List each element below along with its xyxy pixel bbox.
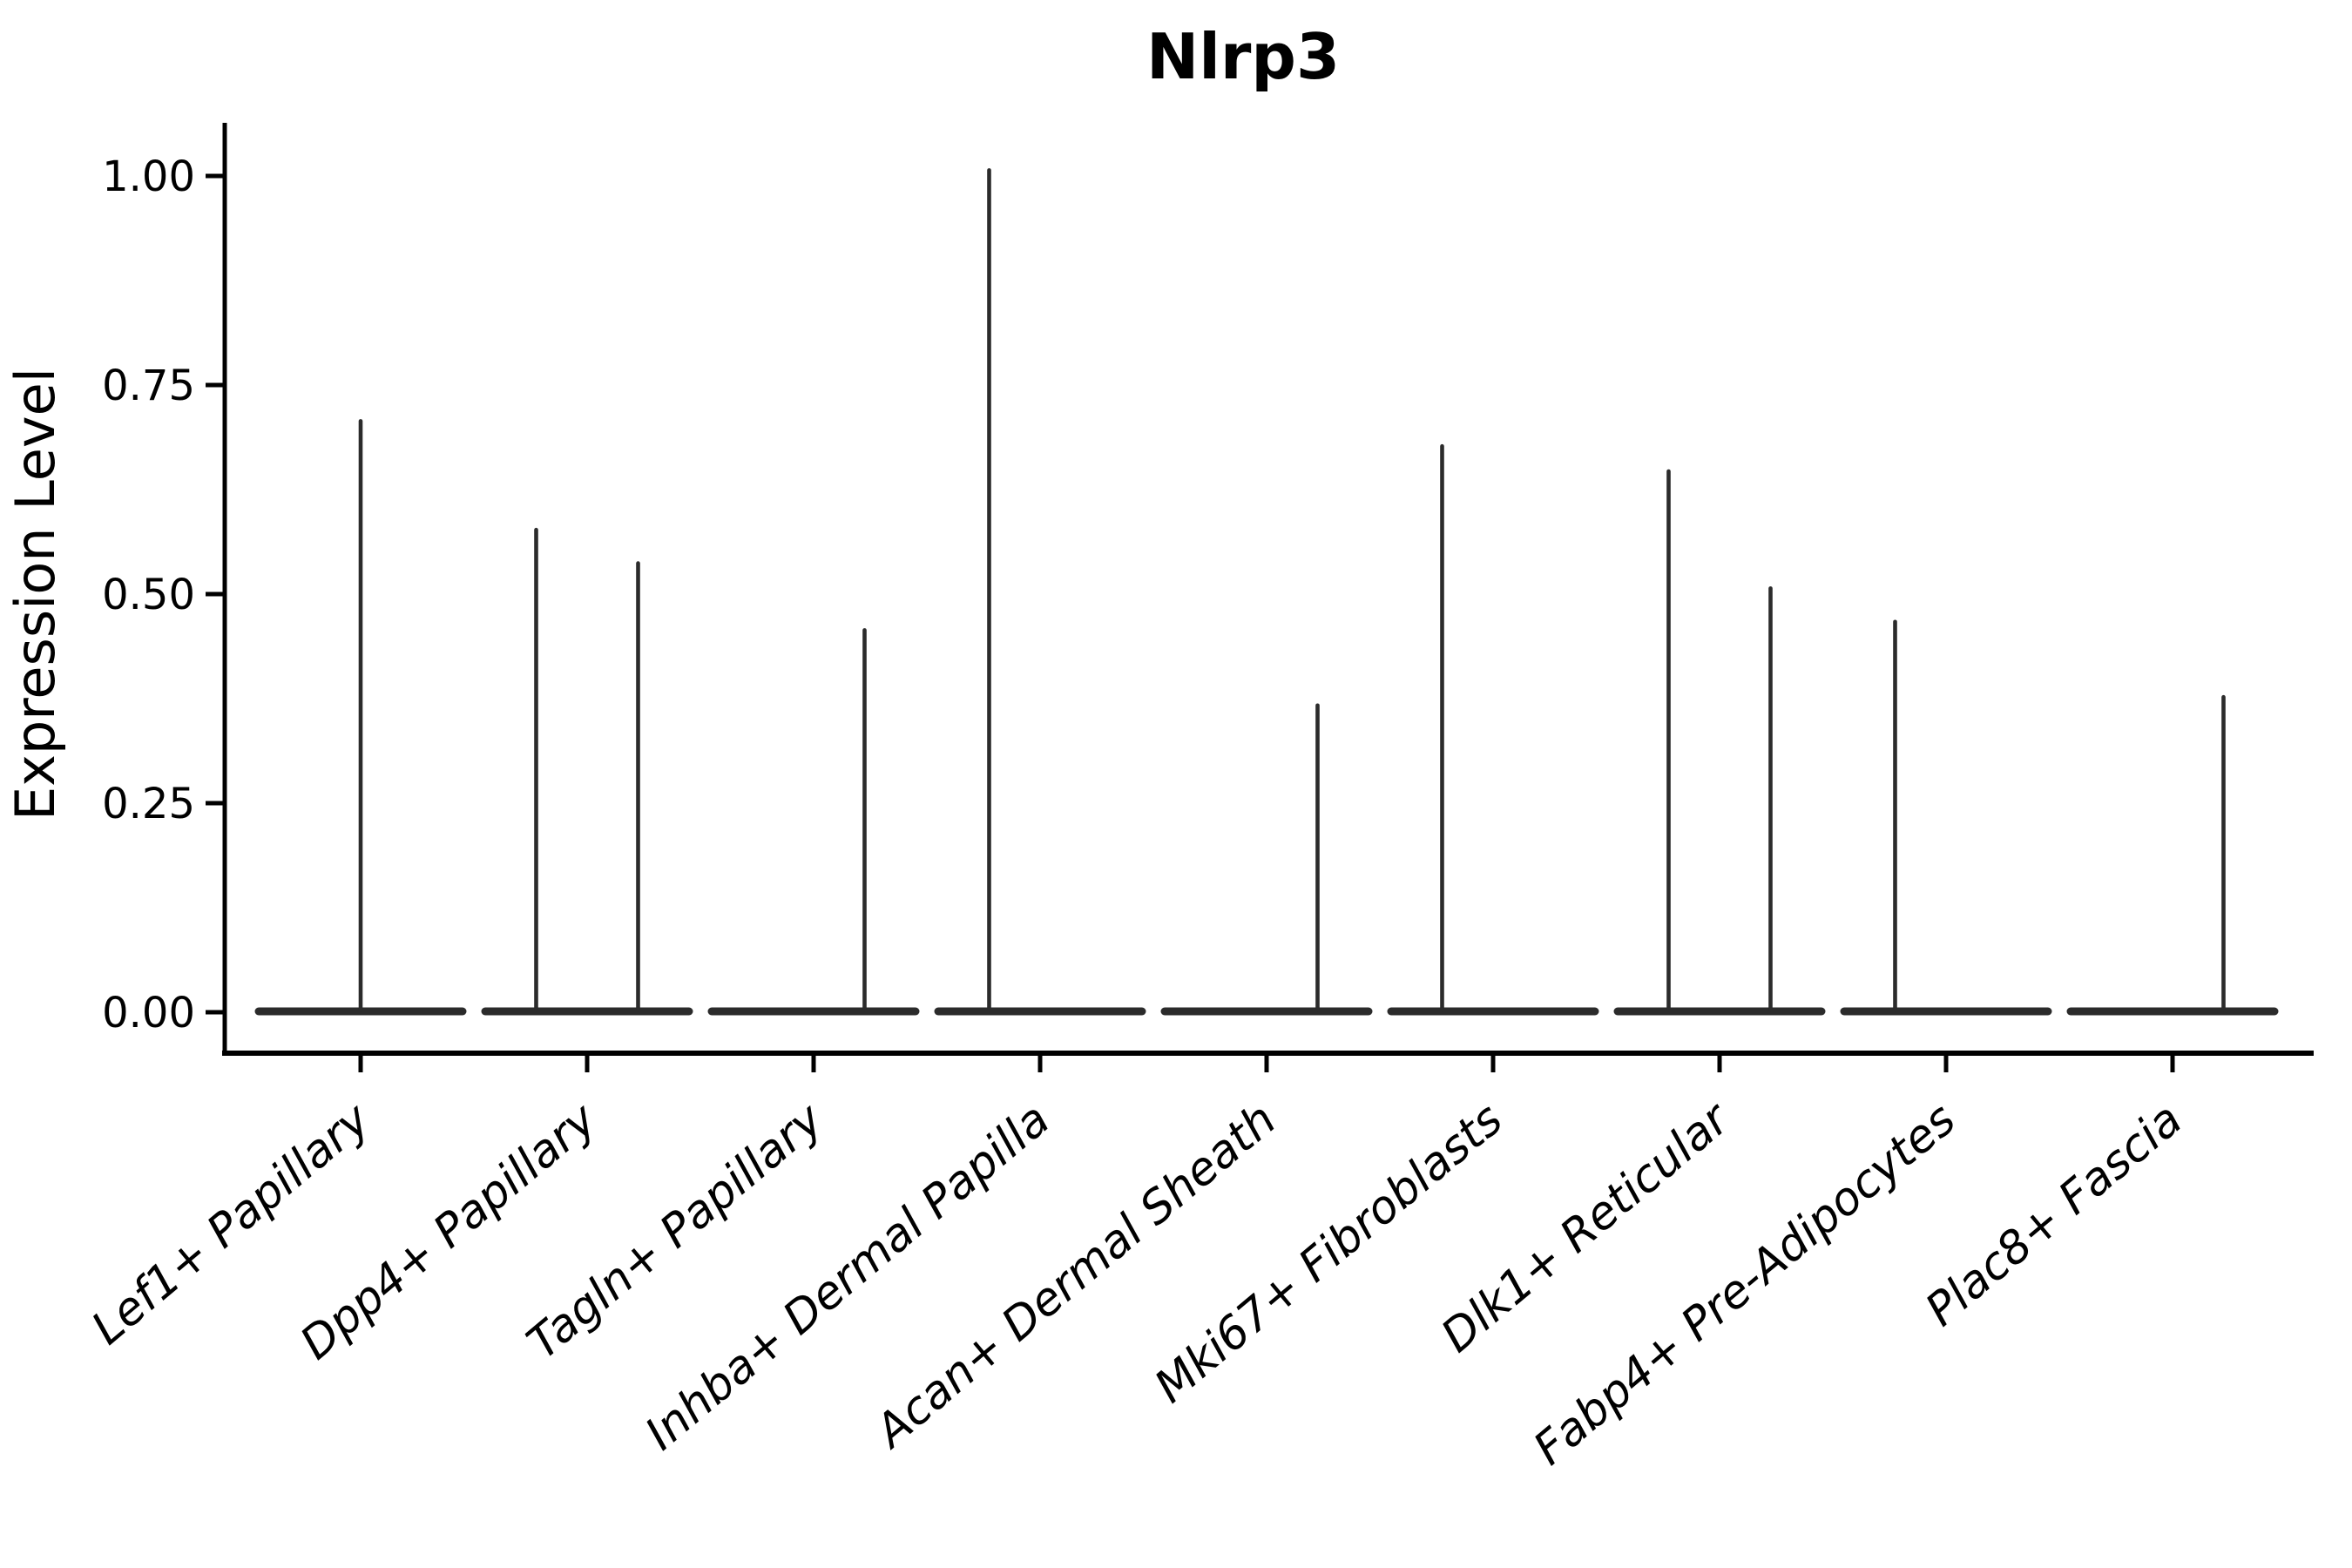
x-tick-label: Acan+ Dermal Sheath bbox=[864, 1093, 1287, 1459]
y-tick-label: 0.25 bbox=[102, 780, 195, 828]
y-tick-label: 0.50 bbox=[102, 571, 195, 619]
y-tick-label: 0.75 bbox=[102, 362, 195, 410]
x-tick-label: Fabp4+ Pre-Adipocytes bbox=[1524, 1093, 1966, 1476]
y-tick-label: 0.00 bbox=[102, 989, 195, 1037]
y-axis-label: Expression Level bbox=[3, 368, 67, 821]
x-tick-label: Inhba+ Dermal Papilla bbox=[636, 1093, 1059, 1461]
plot-title: Nlrp3 bbox=[1146, 20, 1340, 93]
y-tick-label: 1.00 bbox=[102, 152, 195, 201]
